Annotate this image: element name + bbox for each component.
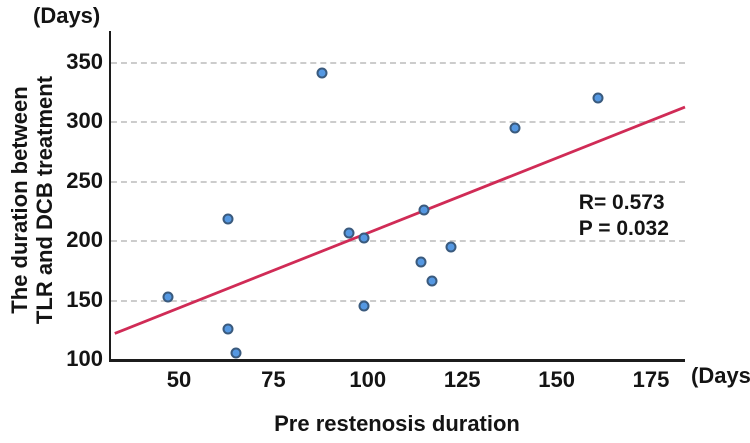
stats-annotation: R= 0.573 P = 0.032 — [579, 190, 669, 241]
regression-line — [115, 107, 685, 333]
data-point — [343, 227, 355, 239]
x-tick-label: 100 — [349, 367, 387, 392]
data-point — [358, 300, 370, 312]
y-tick-label: 300 — [66, 108, 103, 134]
data-point — [426, 275, 438, 287]
p-value-text: P = 0.032 — [578, 216, 669, 240]
x-tick-label: 125 — [443, 367, 481, 392]
plot-area: 350 300 250 200 150 100 50 75 100 125 150 175 R= 0… — [66, 31, 685, 392]
gridline — [111, 121, 685, 124]
y-tick-label: 150 — [66, 286, 103, 312]
gridline — [111, 61, 685, 64]
x-axis-title: Pre restenosis duration — [274, 411, 520, 436]
data-point — [222, 213, 234, 225]
x-axis-unit-label: (Days) — [691, 363, 750, 388]
data-point — [162, 291, 174, 303]
gridline — [111, 180, 685, 183]
y-axis-title-line2: TLR and DCB treatment — [32, 75, 57, 325]
data-point — [592, 92, 604, 104]
y-tick-label: 250 — [66, 167, 103, 193]
data-point — [316, 67, 328, 79]
y-axis-title-line1: The duration between — [6, 86, 32, 314]
regression-line-layer — [111, 31, 685, 359]
x-tick-label: 150 — [538, 367, 575, 392]
data-point — [222, 323, 234, 335]
y-axis-unit-label: (Days) — [33, 3, 101, 28]
x-tick-label: 175 — [632, 367, 670, 392]
x-tick-label: 75 — [261, 367, 286, 392]
y-tick-label: 200 — [66, 227, 103, 253]
data-point — [445, 241, 457, 253]
data-point — [358, 232, 370, 244]
gridline — [111, 240, 685, 243]
data-point — [509, 122, 521, 134]
data-point — [418, 204, 430, 216]
data-point — [415, 256, 427, 268]
r-value-text: R= 0.573 — [578, 191, 665, 215]
x-tick-label: 50 — [166, 367, 192, 392]
y-tick-label: 350 — [66, 48, 103, 74]
y-tick-label: 100 — [66, 346, 103, 371]
data-point — [230, 347, 242, 359]
gridline — [111, 299, 685, 302]
y-axis-title: The duration between TLR and DCB treatme… — [7, 76, 57, 324]
